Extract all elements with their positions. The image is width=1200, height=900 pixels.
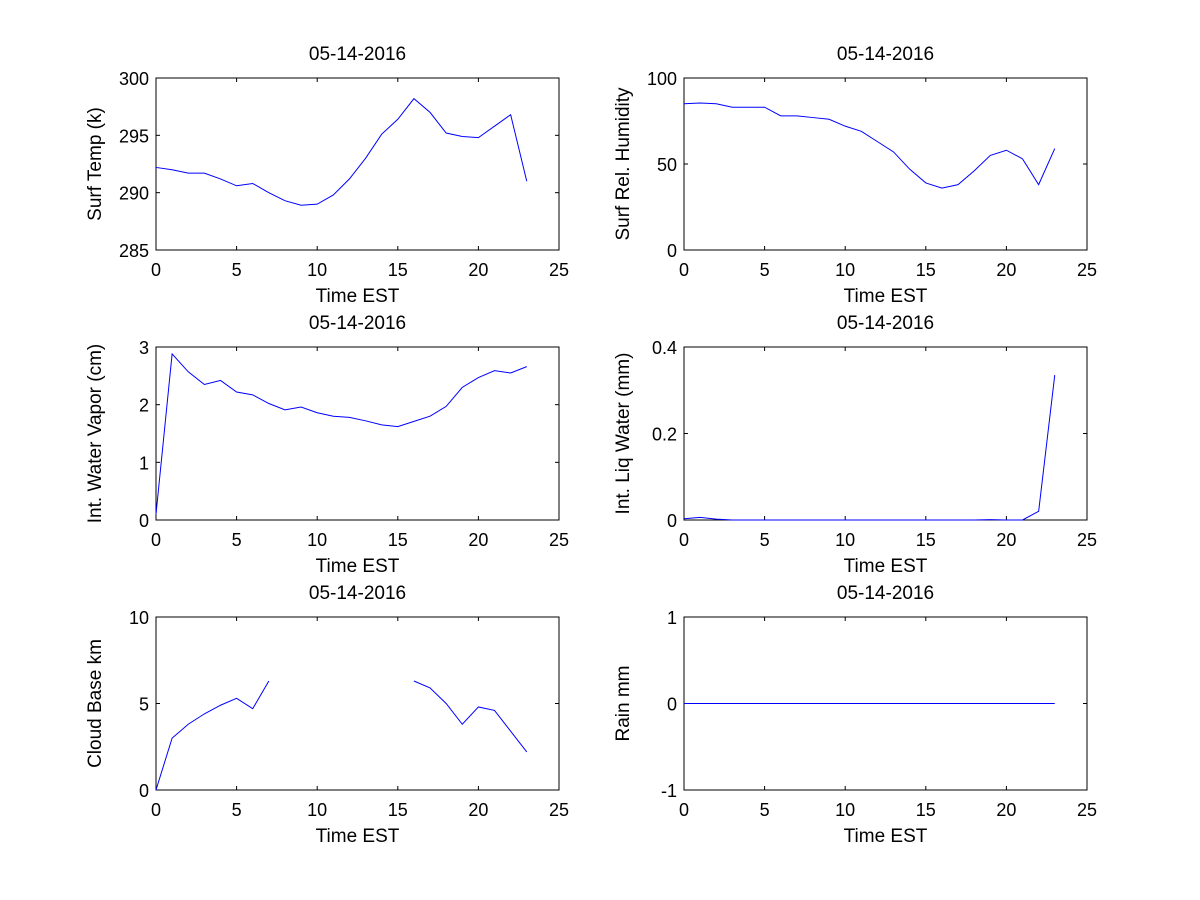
chart-title: 05-14-2016: [837, 44, 934, 65]
y-tick-label: -1: [661, 781, 677, 801]
y-tick-label: 100: [647, 69, 677, 89]
x-tick-label: 5: [760, 260, 770, 280]
series-line: [155, 680, 270, 791]
x-tick-label: 25: [549, 800, 569, 820]
y-tick-label: 300: [119, 69, 149, 89]
x-tick-label: 10: [307, 530, 327, 550]
x-tick-label: 0: [151, 260, 161, 280]
y-tick-label: 0: [139, 781, 149, 801]
x-tick-label: 10: [307, 800, 327, 820]
series-line: [413, 680, 528, 753]
subplot-2: 0 5 10 15 20 25 0 50 100 05-14-2016 Time EST Surf R…: [613, 44, 1097, 307]
x-axis-label: Time EST: [316, 286, 400, 307]
x-tick-label: 20: [996, 530, 1016, 550]
y-tick-label: 0: [667, 511, 677, 531]
x-tick-label: 0: [679, 530, 689, 550]
series-line: [683, 375, 1056, 521]
y-tick-label: 0.2: [652, 425, 677, 445]
x-tick-label: 10: [835, 530, 855, 550]
x-tick-label: 5: [232, 260, 242, 280]
y-axis-label: Int. Liq Water (mm): [613, 353, 634, 515]
x-tick-label: 0: [679, 260, 689, 280]
x-tick-label: 15: [388, 530, 408, 550]
subplot-1: 0 5 10 15 20 25 285 290 295 300 05-14-2016 Time EST…: [85, 44, 569, 307]
x-axis-label: Time EST: [844, 286, 928, 307]
y-tick-label: 290: [119, 184, 149, 204]
x-tick-label: 0: [679, 800, 689, 820]
y-tick-label: 2: [139, 396, 149, 416]
x-tick-label: 5: [232, 530, 242, 550]
x-tick-label: 25: [1077, 530, 1097, 550]
y-axis-label: Rain mm: [613, 665, 634, 741]
y-tick-label: 5: [139, 695, 149, 715]
x-axis-label: Time EST: [844, 556, 928, 577]
x-tick-label: 25: [549, 260, 569, 280]
x-tick-label: 0: [151, 800, 161, 820]
subplot-3: 0 5 10 15 20 25 0 1 2 3 05-14-2016 Time EST Int. Wat…: [85, 313, 569, 577]
chart-title: 05-14-2016: [837, 313, 934, 334]
x-axis-label: Time EST: [316, 826, 400, 847]
chart-title: 05-14-2016: [309, 44, 406, 65]
chart-title: 05-14-2016: [309, 583, 406, 604]
x-tick-label: 25: [549, 530, 569, 550]
x-tick-label: 0: [151, 530, 161, 550]
chart-title: 05-14-2016: [837, 583, 934, 604]
axes-frame: [155, 77, 560, 251]
x-tick-label: 5: [232, 800, 242, 820]
x-tick-label: 20: [468, 530, 488, 550]
y-axis-label: Surf Rel. Humidity: [613, 87, 634, 241]
chart-title: 05-14-2016: [309, 313, 406, 334]
x-tick-label: 15: [388, 800, 408, 820]
x-tick-label: 5: [760, 530, 770, 550]
series-line: [155, 352, 527, 515]
y-axis-label: Cloud Base km: [85, 639, 106, 768]
y-tick-label: 1: [139, 453, 149, 473]
axes-frame: [683, 346, 1088, 521]
x-tick-label: 10: [835, 800, 855, 820]
x-tick-label: 20: [996, 800, 1016, 820]
y-axis-label: Int. Water Vapor (cm): [85, 344, 106, 523]
x-tick-label: 5: [760, 800, 770, 820]
axes-frame: [155, 346, 560, 521]
y-tick-label: 1: [667, 608, 677, 628]
subplot-5: 0 5 10 15 20 25 0 5 10 05-14-2016 Time EST Cloud Ba…: [85, 583, 569, 847]
axes-frame: [155, 616, 560, 791]
x-tick-label: 20: [996, 260, 1016, 280]
x-tick-label: 10: [307, 260, 327, 280]
y-tick-label: 50: [657, 155, 677, 175]
y-tick-label: 295: [119, 126, 149, 146]
y-tick-label: 3: [139, 338, 149, 358]
subplot-4: 0 5 10 15 20 25 0 0.2 0.4 05-14-2016 Time EST Int. …: [613, 313, 1097, 577]
x-tick-label: 10: [835, 260, 855, 280]
x-tick-label: 25: [1077, 260, 1097, 280]
y-tick-label: 0: [667, 241, 677, 261]
y-tick-label: 285: [119, 241, 149, 261]
axes-frame: [683, 77, 1088, 251]
series-line: [155, 97, 528, 206]
y-tick-label: 0.4: [652, 338, 677, 358]
x-tick-label: 20: [468, 800, 488, 820]
x-axis-label: Time EST: [844, 826, 928, 847]
x-tick-label: 15: [916, 800, 936, 820]
x-tick-label: 15: [916, 260, 936, 280]
y-tick-label: 0: [139, 511, 149, 531]
x-axis-label: Time EST: [316, 556, 400, 577]
x-tick-label: 15: [916, 530, 936, 550]
x-tick-label: 15: [388, 260, 408, 280]
x-tick-label: 25: [1077, 800, 1097, 820]
y-axis-label: Surf Temp (k): [85, 107, 106, 221]
y-tick-label: 0: [667, 695, 677, 715]
x-tick-label: 20: [468, 260, 488, 280]
y-tick-label: 10: [129, 608, 149, 628]
series-line: [683, 102, 1056, 189]
